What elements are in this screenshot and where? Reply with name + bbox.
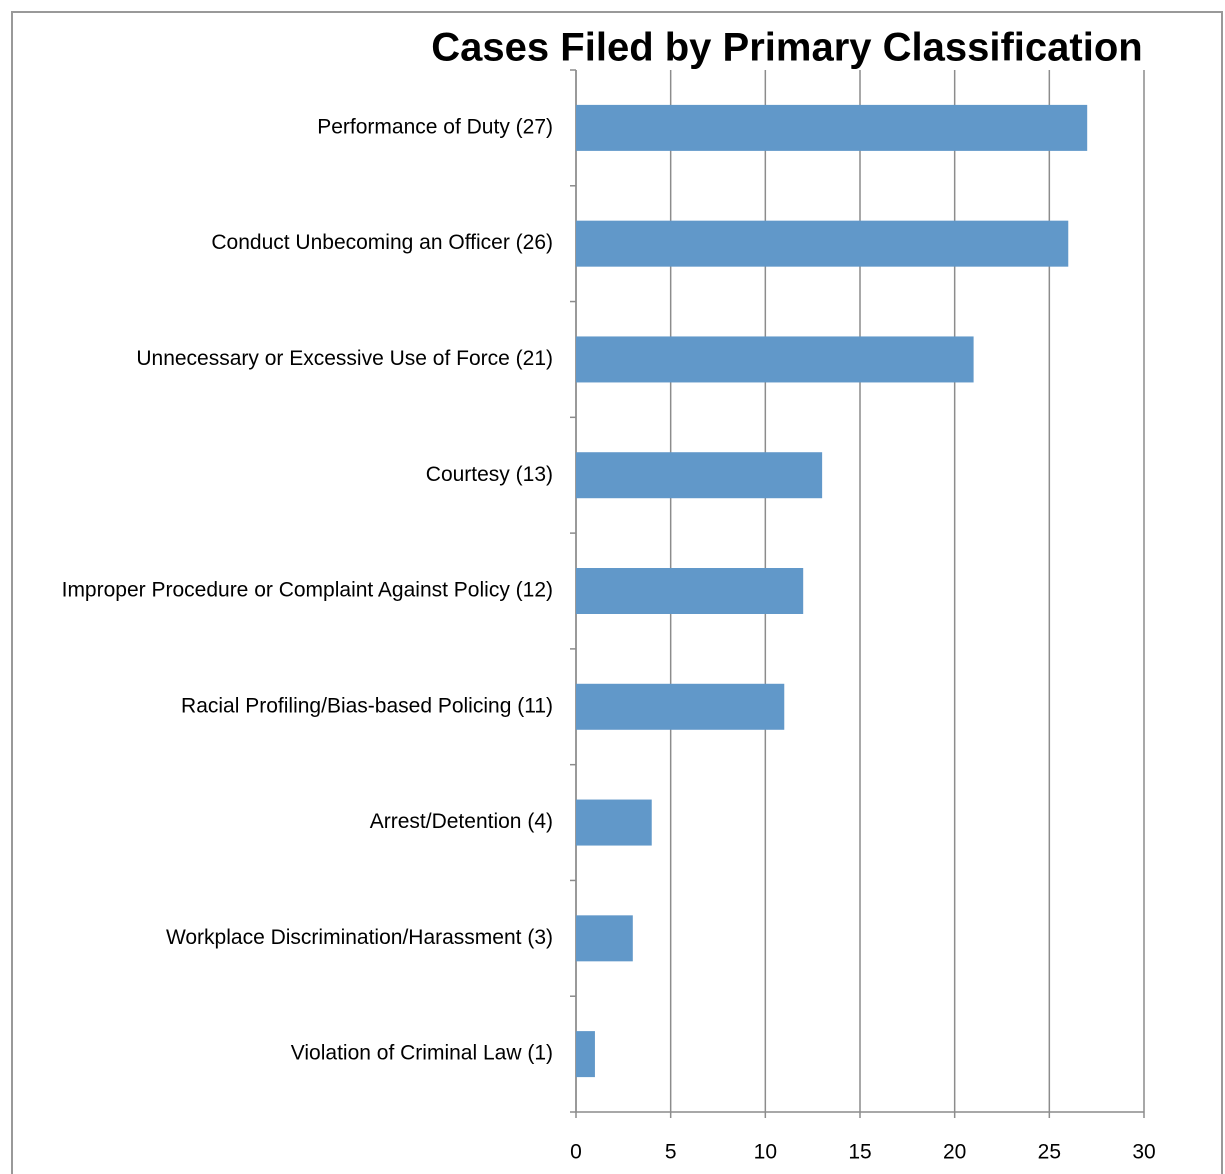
- bar: [576, 915, 633, 962]
- y-tick-label: Performance of Duty (27): [317, 115, 553, 138]
- y-tick-label: Unnecessary or Excessive Use of Force (2…: [136, 347, 553, 370]
- x-tick-label: 30: [1132, 1141, 1155, 1164]
- x-tick-label: 15: [848, 1141, 871, 1164]
- bar: [576, 452, 823, 499]
- y-tick-label: Improper Procedure or Complaint Against …: [62, 579, 553, 602]
- bar: [576, 104, 1088, 151]
- y-tick-label: Conduct Unbecoming an Officer (26): [211, 231, 553, 254]
- x-tick-label: 0: [570, 1141, 582, 1164]
- x-tick-label: 25: [1038, 1141, 1061, 1164]
- x-tick-label: 20: [943, 1141, 966, 1164]
- y-tick-label: Violation of Criminal Law (1): [291, 1042, 553, 1065]
- bar: [576, 568, 804, 614]
- bar: [576, 220, 1069, 267]
- bar: [576, 799, 652, 846]
- bar: [576, 683, 785, 730]
- bar: [576, 1031, 595, 1078]
- x-tick-label: 10: [754, 1141, 777, 1164]
- y-tick-label: Arrest/Detention (4): [370, 810, 553, 833]
- y-tick-label: Racial Profiling/Bias-based Policing (11…: [181, 694, 553, 717]
- y-tick-label: Courtesy (13): [426, 463, 553, 486]
- bar: [576, 336, 974, 383]
- chart-title: Cases Filed by Primary Classification: [431, 26, 1142, 70]
- x-tick-label: 5: [665, 1141, 677, 1164]
- y-tick-label: Workplace Discrimination/Harassment (3): [166, 926, 553, 949]
